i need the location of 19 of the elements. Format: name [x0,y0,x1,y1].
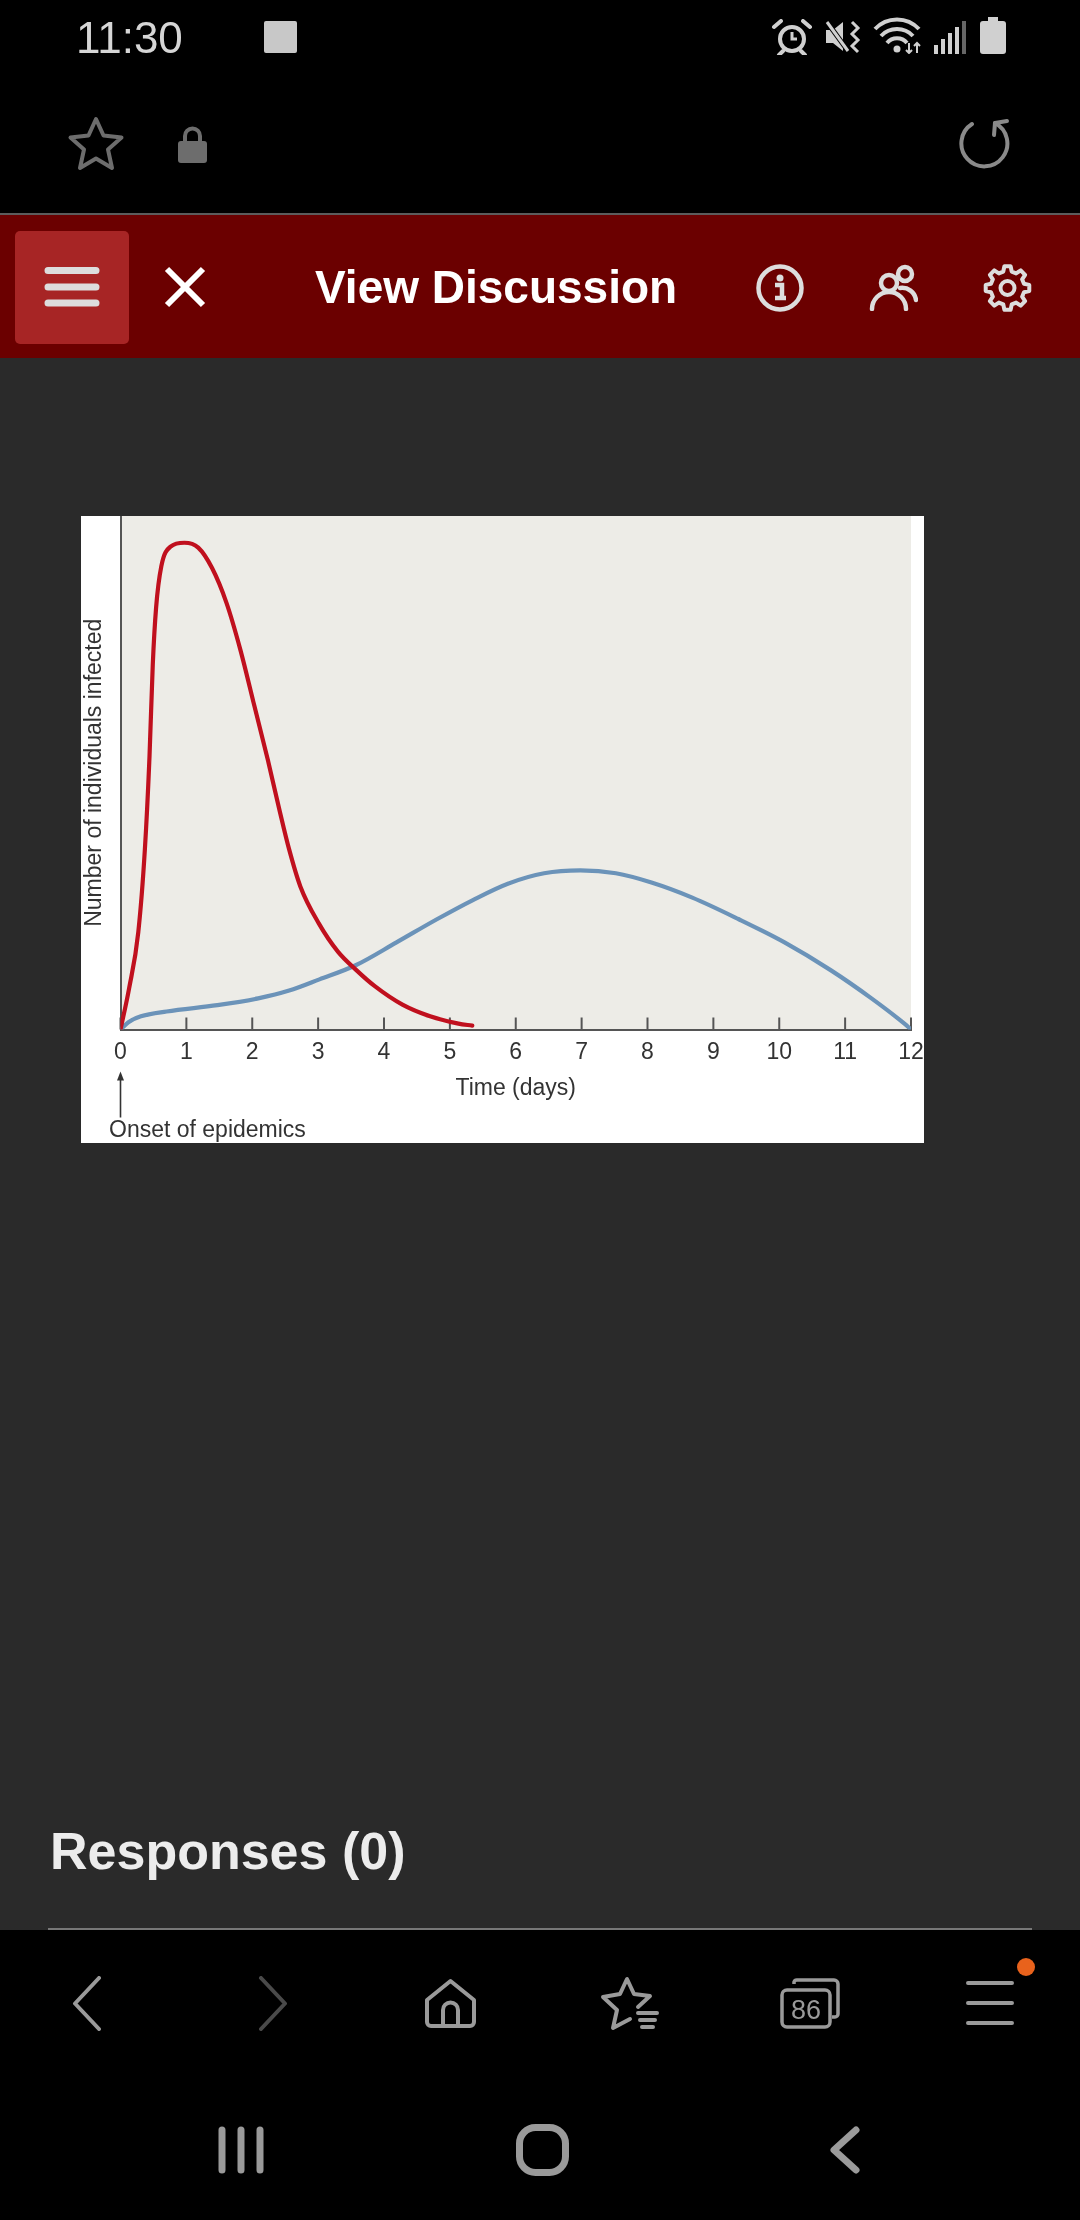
x-tick-label: 5 [443,1037,457,1064]
x-tick-label: 1 [179,1037,193,1064]
x-tick-label: 4 [377,1037,391,1064]
x-tick-label: 11 [833,1037,858,1064]
text: Onset of epidemics [109,1115,306,1142]
text: View Discussion [315,260,678,314]
x-tick-label: 2 [245,1037,259,1064]
text: Responses (0) [50,1821,406,1881]
x-tick-label: 6 [509,1037,523,1064]
x-tick-label: 9 [706,1037,720,1064]
x-tick-label: 7 [575,1037,589,1064]
x-tick-label: 8 [641,1037,654,1064]
y-axis-title: Number of individuals infected [80,618,107,927]
text: 11:30 [76,13,183,63]
x-tick-label: 0 [114,1037,127,1064]
x-tick-label: 10 [766,1037,793,1064]
x-tick-label: 12 [898,1037,924,1064]
x-tick-label: 3 [311,1037,325,1064]
x-axis-title: Time (days) [455,1073,577,1100]
